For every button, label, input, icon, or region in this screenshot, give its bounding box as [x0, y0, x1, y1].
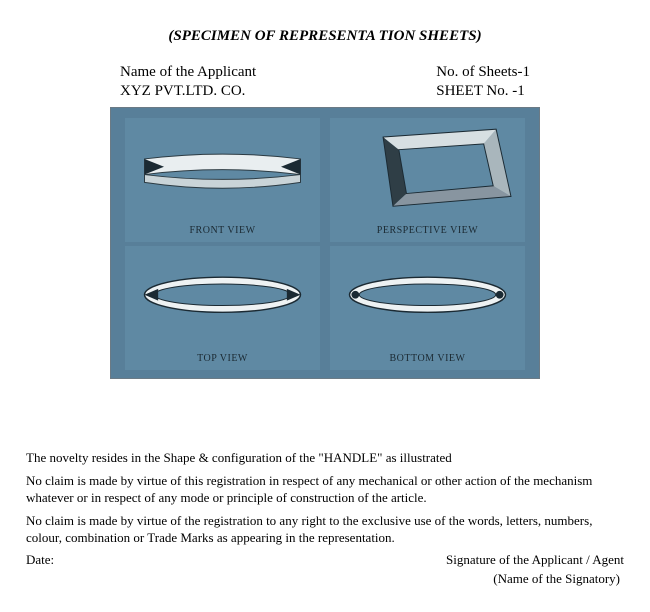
panel-bottom-view: BOTTOM VIEW	[330, 246, 525, 370]
page-title: (SPECIMEN OF REPRESENTA TION SHEETS)	[0, 0, 650, 45]
bottom-view-drawing	[330, 246, 525, 363]
header-left: Name of the Applicant XYZ PVT.LTD. CO.	[120, 63, 256, 101]
front-view-drawing	[125, 118, 320, 235]
disclaimer-2: No claim is made by virtue of the regist…	[26, 513, 624, 547]
disclaimer-1: No claim is made by virtue of this regis…	[26, 473, 624, 507]
signature-label: Signature of the Applicant / Agent	[446, 552, 624, 569]
applicant-name-label: Name of the Applicant	[120, 63, 256, 82]
date-label: Date:	[26, 552, 54, 569]
panel-perspective-view: PERSPECTIVE VIEW	[330, 118, 525, 242]
sheets-count: No. of Sheets-1	[436, 63, 530, 82]
sheet-number: SHEET No. -1	[436, 82, 530, 101]
novelty-statement: The novelty resides in the Shape & confi…	[26, 450, 624, 467]
figure-container: FRONT VIEW PERSPECTIVE VIEW TOP VIEW	[0, 101, 650, 379]
perspective-view-drawing	[330, 118, 525, 235]
panel-front-view: FRONT VIEW	[125, 118, 320, 242]
signatory-name-label: (Name of the Signatory)	[26, 571, 624, 588]
signature-row: Date: Signature of the Applicant / Agent	[26, 552, 624, 569]
declaration-block: The novelty resides in the Shape & confi…	[26, 450, 624, 588]
header-row: Name of the Applicant XYZ PVT.LTD. CO. N…	[0, 45, 650, 101]
representation-figure: FRONT VIEW PERSPECTIVE VIEW TOP VIEW	[110, 107, 540, 379]
top-view-drawing	[125, 246, 320, 363]
panel-top-view: TOP VIEW	[125, 246, 320, 370]
applicant-name-value: XYZ PVT.LTD. CO.	[120, 82, 256, 101]
header-right: No. of Sheets-1 SHEET No. -1	[436, 63, 530, 101]
